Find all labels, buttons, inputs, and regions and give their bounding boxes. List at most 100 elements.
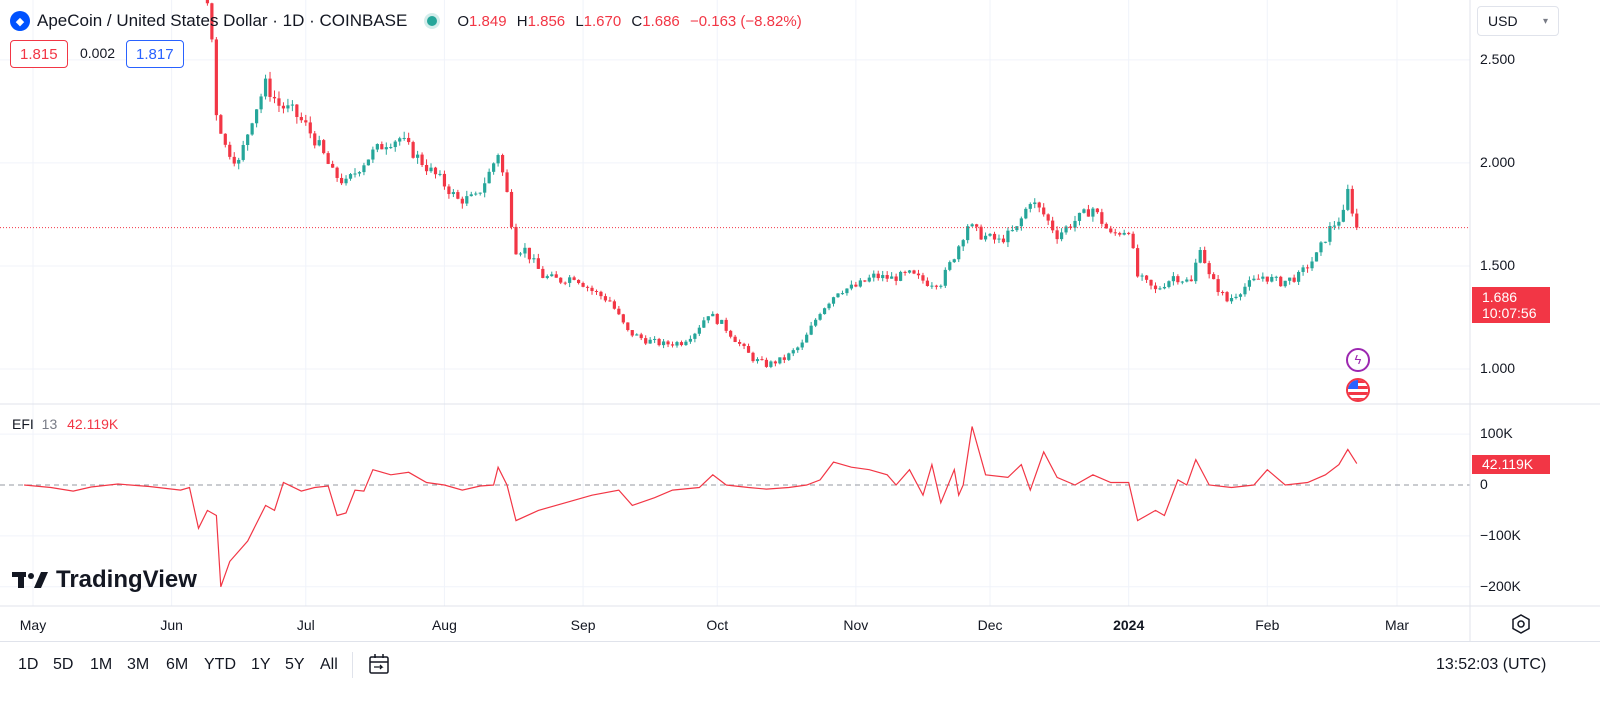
candle-body — [1149, 279, 1153, 286]
candle-body — [1319, 242, 1323, 253]
timeframe-button-5y[interactable]: 5Y — [285, 656, 305, 673]
candle-body — [997, 238, 1001, 240]
candle-body — [1234, 296, 1238, 299]
candle-body — [648, 339, 652, 344]
candle-body — [992, 233, 997, 240]
efi-legend[interactable]: EFI 13 42.119K — [12, 416, 118, 432]
candle-body — [872, 273, 876, 278]
candle-body — [876, 273, 880, 279]
candle-body — [1252, 278, 1256, 281]
candle-body — [1086, 209, 1091, 217]
candle-body — [1131, 233, 1135, 249]
timeframe-button-all[interactable]: All — [320, 656, 338, 673]
candle-body — [505, 172, 509, 192]
candle-body — [259, 96, 263, 110]
candle-body — [670, 344, 675, 346]
candle-body — [1185, 279, 1189, 282]
candle-body — [1028, 204, 1032, 209]
candle-body — [1001, 238, 1006, 243]
candle-body — [581, 283, 585, 287]
candle-body — [1055, 230, 1059, 240]
candle-body — [1256, 278, 1260, 280]
candle-body — [1144, 275, 1149, 280]
symbol-header[interactable]: ◆ ApeCoin / United States Dollar · 1D · … — [10, 8, 802, 34]
candle-body — [773, 361, 777, 364]
candle-body — [1283, 280, 1287, 287]
candle-body — [912, 270, 916, 274]
timeframe-button-1y[interactable]: 1Y — [251, 656, 271, 673]
ape-logo-icon: ◆ — [10, 11, 30, 31]
timeframe-button-6m[interactable]: 6M — [166, 656, 189, 673]
timeframe-button-ytd[interactable]: YTD — [204, 656, 236, 673]
candle-body — [411, 142, 415, 158]
candle-body — [568, 277, 572, 283]
candle-body — [961, 240, 965, 247]
candle-body — [1095, 208, 1099, 213]
candle-body — [1019, 218, 1023, 227]
time-axis-label: Oct — [706, 617, 729, 633]
timeframe-button-1m[interactable]: 1M — [90, 656, 113, 673]
buy-price-button[interactable]: 1.817 — [126, 40, 184, 68]
last-price-value: 1.686 — [1482, 289, 1518, 305]
candle-body — [697, 327, 701, 334]
candle-body — [809, 325, 813, 335]
time-axis-label: Jul — [296, 617, 315, 633]
candle-body — [706, 316, 710, 321]
candle-body — [814, 319, 818, 326]
candle-body — [1171, 276, 1175, 282]
candle-body — [416, 154, 420, 158]
candle-body — [232, 156, 236, 164]
timeframe-button-3m[interactable]: 3M — [127, 656, 150, 673]
us-flag-icon[interactable] — [1346, 378, 1370, 402]
candle-body — [550, 274, 554, 277]
candle-body — [1100, 212, 1104, 224]
candle-body — [720, 319, 724, 324]
time-axis-label: May — [19, 617, 47, 633]
time-axis-label: Sep — [570, 617, 596, 633]
calendar-range-icon[interactable] — [367, 652, 391, 676]
candle-body — [1104, 223, 1108, 229]
candle-body — [1337, 221, 1341, 226]
candle-body — [755, 359, 760, 362]
tradingview-mark-icon — [12, 572, 48, 588]
bar-countdown: 10:07:56 — [1482, 305, 1537, 321]
sell-price-button[interactable]: 1.815 — [10, 40, 68, 68]
candle-body — [357, 172, 362, 174]
candle-body — [263, 78, 268, 97]
candle-body — [827, 303, 831, 309]
candle-body — [791, 350, 795, 354]
time-axis-label: Feb — [1255, 617, 1280, 633]
efi-name: EFI — [12, 416, 34, 432]
candle-body — [1037, 202, 1041, 208]
candle-body — [460, 198, 464, 204]
utc-clock[interactable]: 13:52:03 (UTC) — [1436, 656, 1547, 673]
candle-body — [590, 287, 594, 292]
candle-body — [711, 313, 715, 317]
price-axis-label: 1.500 — [1480, 256, 1516, 273]
candle-body — [657, 338, 661, 346]
candle-body — [1279, 276, 1283, 287]
candle-body — [1212, 274, 1216, 280]
candle-body — [1167, 281, 1171, 287]
candle-body — [1118, 233, 1122, 235]
candle-body — [1203, 250, 1207, 264]
candle-body — [1136, 248, 1140, 277]
timeframe-button-1d[interactable]: 1D — [18, 656, 39, 673]
candle-body — [760, 359, 764, 361]
candle-body — [693, 333, 697, 339]
candle-body — [585, 286, 590, 288]
candle-body — [559, 277, 563, 283]
timeframe-button-5d[interactable]: 5D — [53, 656, 74, 673]
candle-body — [500, 155, 505, 173]
candle-body — [1346, 188, 1350, 210]
candle-body — [684, 341, 688, 346]
candle-body — [1292, 277, 1296, 282]
chart-canvas[interactable] — [0, 0, 1600, 641]
time-axis-label: Aug — [431, 617, 457, 633]
candle-body — [514, 226, 518, 255]
candle-body — [849, 284, 853, 289]
settings-icon[interactable] — [1510, 613, 1532, 635]
currency-select[interactable]: USD ▾ — [1477, 6, 1559, 36]
candle-body — [1006, 230, 1010, 243]
lightning-icon[interactable]: ϟ — [1346, 348, 1370, 372]
